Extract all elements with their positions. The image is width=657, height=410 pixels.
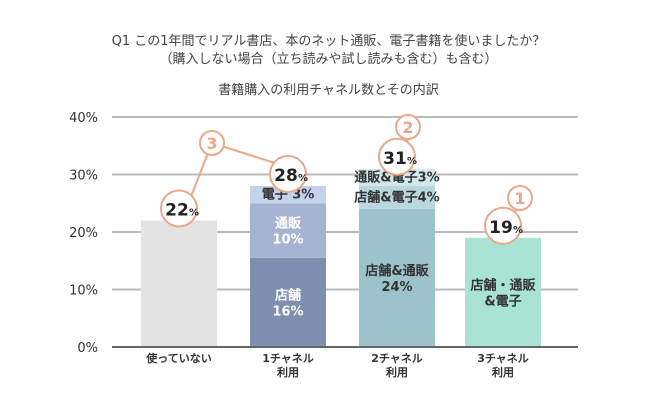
y-tick-label: 40% (69, 111, 98, 126)
x-category-label: 1チャネル (262, 352, 314, 365)
segment-label: &電子 (484, 294, 521, 309)
total-label: 22 (165, 201, 189, 221)
rank-number: 2 (402, 118, 413, 137)
segment-label: 店舗・通販 (470, 277, 536, 293)
bar-segment (465, 237, 541, 347)
bar-segment (250, 257, 326, 347)
bar-segment (250, 203, 326, 258)
total-label-circle (378, 137, 416, 176)
x-category-label: 利用 (492, 365, 514, 379)
y-tick-label: 30% (69, 169, 98, 184)
percent-sign: % (298, 173, 308, 184)
x-category-label: 使っていない (145, 351, 211, 365)
question-line-1: Q1 この1年間でリアル書店、本のネット通販、電子書籍を使いましたか？ (111, 34, 546, 49)
total-label: 19 (489, 218, 513, 238)
rank-circle (507, 185, 533, 211)
percent-sign: % (189, 208, 199, 219)
total-label-circle (269, 155, 307, 193)
segment-label: 電子 3% (262, 188, 315, 203)
y-tick-label: 10% (69, 284, 98, 299)
x-category-label: 3チャネル (477, 352, 529, 365)
bar-segment (359, 168, 435, 186)
percent-sign: % (513, 225, 523, 236)
total-label-circle (484, 206, 522, 245)
rank-circle (199, 130, 225, 156)
segment-label: 通販 (275, 216, 302, 232)
segment-label: 店舗&電子4% (354, 190, 439, 206)
total-label: 28 (274, 166, 298, 186)
bar-segment (359, 209, 435, 347)
bar-segment (250, 186, 326, 204)
y-tick-label: 20% (69, 226, 98, 241)
segment-label: 24% (381, 280, 412, 295)
x-category-label: 利用 (386, 365, 408, 379)
total-label: 31 (383, 149, 407, 169)
question-line-2: （購入しない場合（立ち読みや試し読みも含む）も含む） (159, 52, 498, 67)
chart-title: 書籍購入の利用チャネル数とその内訳 (218, 83, 439, 98)
rank-circle (395, 114, 421, 140)
y-tick-label: 0% (77, 341, 98, 356)
segment-label: 16% (272, 304, 303, 319)
percent-sign: % (407, 156, 417, 167)
segment-label: 店舗&通販 (365, 263, 429, 279)
x-category-label: 2チャネル (371, 352, 423, 365)
bar-segment (141, 220, 217, 347)
bar-segment (359, 186, 435, 209)
segment-label: 10% (272, 233, 303, 248)
total-label-circle (160, 189, 198, 228)
segment-label: 店舗 (275, 287, 301, 303)
x-category-label: 利用 (277, 365, 299, 379)
rank-number: 1 (514, 189, 525, 208)
rank-number: 3 (206, 134, 217, 153)
segment-label: 通販&電子3% (354, 169, 439, 185)
